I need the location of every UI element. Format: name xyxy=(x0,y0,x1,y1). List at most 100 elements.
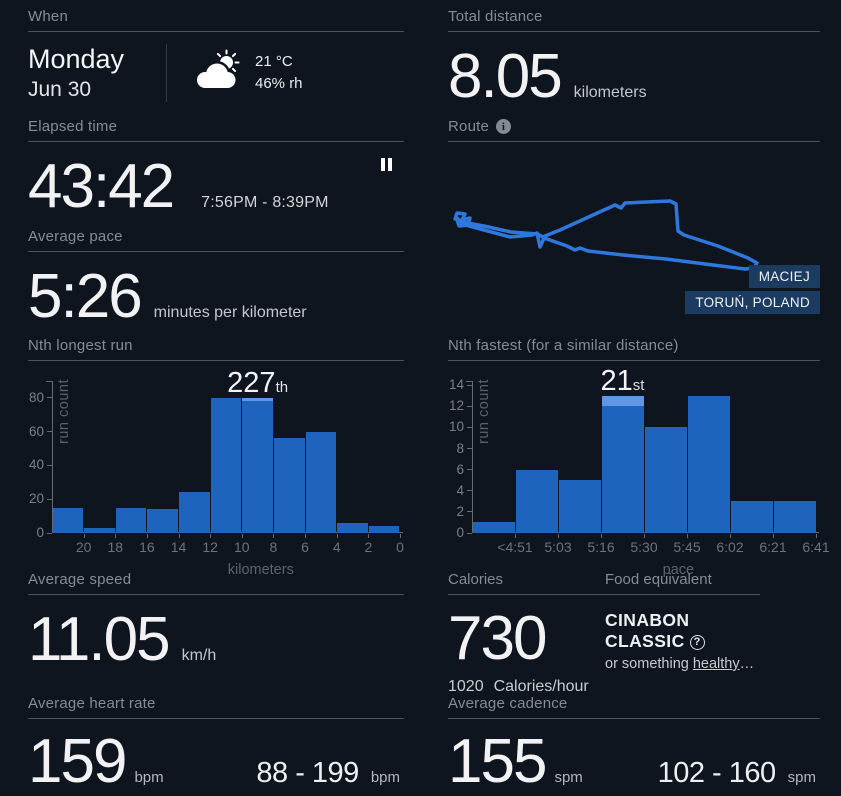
x-tick-label: 6 xyxy=(301,539,309,555)
x-tick-label: 2 xyxy=(364,539,373,555)
when-title: When xyxy=(28,8,404,32)
y-tick-label: 0 xyxy=(456,525,464,540)
weather-block: 21 °C 46% rh xyxy=(191,49,303,98)
average-speed-value: 11.05 xyxy=(28,605,171,674)
heart-rate-range: 88 - 199 xyxy=(256,757,359,789)
date-label: Jun 30 xyxy=(28,78,92,101)
bar xyxy=(687,395,730,533)
elapsed-time-value: 43:42 xyxy=(28,152,175,221)
y-tick xyxy=(467,469,472,471)
x-axis-caption: kilometers xyxy=(227,562,294,578)
x-tick xyxy=(400,534,401,538)
route-path xyxy=(453,199,759,271)
calories-header: Calories Food equivalent xyxy=(448,571,760,595)
x-tick xyxy=(273,534,275,538)
average-pace-unit: minutes per kilometer xyxy=(153,304,307,321)
x-axis-caption: pace xyxy=(662,562,695,578)
route-header: Route i xyxy=(448,118,820,142)
x-tick xyxy=(178,534,180,538)
x-tick xyxy=(146,534,148,538)
day-label: Monday xyxy=(28,44,125,74)
heart-rate-unit: bpm xyxy=(134,769,164,786)
y-tick-label: 8 xyxy=(456,440,464,456)
bar xyxy=(305,431,337,533)
y-axis-cap xyxy=(466,381,472,382)
cadence-unit: spm xyxy=(554,769,583,786)
cadence-value: 155 xyxy=(448,727,547,796)
rank-suffix: st xyxy=(632,376,645,394)
y-axis-caption: run count xyxy=(56,379,72,444)
y-axis-cap xyxy=(46,381,52,382)
y-tick-label: 40 xyxy=(28,457,44,473)
x-tick-label: 6:41 xyxy=(802,539,830,555)
y-tick-label: 60 xyxy=(28,423,44,439)
x-tick-label: 6:02 xyxy=(716,539,744,555)
rank-label: 21st xyxy=(601,365,645,398)
food-equivalent-block: CINABON CLASSIC? or something healthy… xyxy=(605,608,754,696)
average-speed-title: Average speed xyxy=(28,571,404,595)
y-tick xyxy=(47,397,52,399)
bar xyxy=(773,501,816,533)
y-tick-label: 14 xyxy=(448,377,464,393)
x-tick xyxy=(515,534,516,538)
elapsed-time-section: Elapsed time 43:42 7:56PM - 8:39PM xyxy=(28,118,404,218)
x-tick xyxy=(644,534,645,538)
chart-plot: run count 0 20 40 60 80 20 18 16 14 12 10 8 6 4 2 0 227th… xyxy=(29,367,404,578)
sun-behind-cloud-icon xyxy=(191,49,243,98)
x-tick-label: 18 xyxy=(107,539,124,555)
bar xyxy=(52,507,84,533)
help-icon[interactable]: ? xyxy=(689,635,705,651)
when-content: Monday Jun 30 xyxy=(28,44,404,102)
x-tick-label: 6:21 xyxy=(759,539,787,555)
humidity: 46% rh xyxy=(255,75,303,92)
y-tick xyxy=(47,431,52,433)
calories-block: 730 1020 Calories/hour xyxy=(448,608,605,696)
bar xyxy=(515,469,558,533)
x-tick xyxy=(83,534,85,538)
x-tick-label: 5:30 xyxy=(630,539,658,555)
y-tick-label: 2 xyxy=(456,503,464,519)
x-tick-label: 5:03 xyxy=(544,539,572,555)
heart-rate-value: 159 xyxy=(28,727,127,796)
average-heart-rate-title: Average heart rate xyxy=(28,695,404,719)
x-tick-label: 5:45 xyxy=(673,539,701,555)
info-icon[interactable]: i xyxy=(496,119,512,134)
y-tick xyxy=(47,498,52,500)
y-axis xyxy=(472,381,473,533)
y-tick xyxy=(47,532,52,534)
y-tick xyxy=(467,532,472,534)
nth-longest-run-chart: run count 0 20 40 60 80 20 18 16 14 12 10 8 6 4 2 0 227th… xyxy=(28,367,404,589)
y-tick-label: 4 xyxy=(456,482,464,498)
rank-label: 227th xyxy=(227,367,288,400)
calories-rate-unit: Calories/hour xyxy=(493,678,589,695)
x-tick xyxy=(601,534,602,538)
route-map xyxy=(448,148,820,313)
x-tick-label: 5:16 xyxy=(587,539,615,555)
pause-icon[interactable] xyxy=(381,158,392,171)
y-tick xyxy=(467,405,472,407)
rank-number: 227 xyxy=(227,366,276,399)
vertical-divider xyxy=(166,44,167,102)
average-heart-rate-section: Average heart rate 159 bpm 88 - 199 bpm xyxy=(28,695,404,793)
route-badge-location: TORUŃ, POLAND xyxy=(685,291,820,314)
food-name-text: CLASSIC xyxy=(605,631,685,651)
average-pace-title: Average pace xyxy=(28,228,404,252)
healthy-link[interactable]: healthy xyxy=(692,656,740,672)
calories-section: Calories Food equivalent 730 1020 Calori… xyxy=(448,571,820,696)
total-distance-value: 8.05 xyxy=(448,42,563,111)
x-tick-label: 12 xyxy=(202,539,218,555)
food-alt-suffix: … xyxy=(739,656,755,672)
x-tick xyxy=(210,534,212,538)
x-tick xyxy=(241,534,243,538)
total-distance-section: Total distance 8.05 kilometers xyxy=(448,8,820,108)
weather-text: 21 °C 46% rh xyxy=(255,51,303,96)
bar-highlight-cap xyxy=(242,397,273,402)
x-tick xyxy=(336,534,338,538)
x-tick-label: <4:51 xyxy=(497,539,533,555)
food-equivalent-title: Food equivalent xyxy=(605,571,712,588)
rank-number: 21 xyxy=(600,364,633,397)
nth-fastest-section: Nth fastest (for a similar distance) run… xyxy=(448,337,830,589)
bar xyxy=(115,507,147,533)
total-distance-unit: kilometers xyxy=(573,84,647,101)
cadence-range-unit: spm xyxy=(787,769,816,786)
